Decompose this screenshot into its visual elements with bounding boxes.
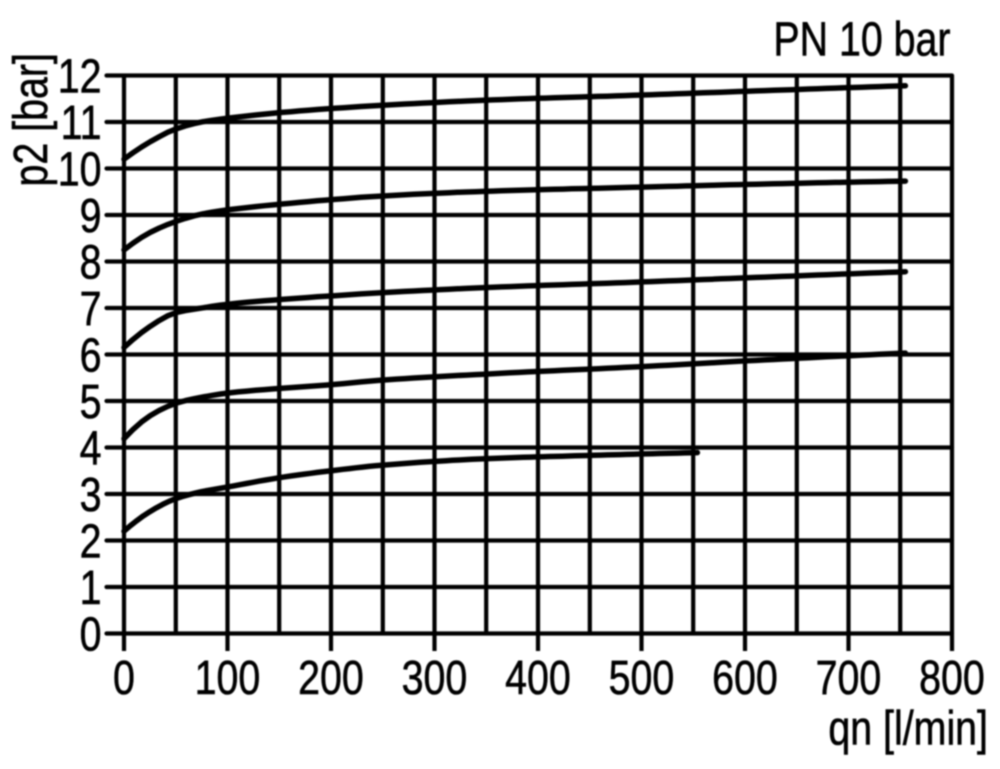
svg-text:500: 500	[609, 651, 675, 705]
svg-text:PN 10 bar: PN 10 bar	[773, 13, 950, 67]
svg-text:200: 200	[298, 651, 364, 705]
svg-text:0: 0	[113, 651, 135, 705]
svg-text:700: 700	[816, 651, 882, 705]
svg-text:10: 10	[58, 143, 102, 197]
svg-text:11: 11	[61, 96, 102, 150]
svg-text:6: 6	[80, 329, 102, 383]
svg-text:qn [l/min]: qn [l/min]	[828, 702, 988, 756]
svg-text:300: 300	[402, 651, 468, 705]
svg-text:8: 8	[80, 236, 102, 290]
svg-text:p2 [bar]: p2 [bar]	[4, 53, 58, 186]
svg-text:2: 2	[80, 515, 102, 569]
svg-text:400: 400	[505, 651, 571, 705]
svg-text:5: 5	[80, 375, 102, 429]
svg-text:12: 12	[58, 50, 102, 104]
svg-text:800: 800	[919, 651, 985, 705]
svg-text:100: 100	[195, 651, 261, 705]
svg-text:600: 600	[712, 651, 778, 705]
svg-text:3: 3	[80, 468, 102, 522]
svg-text:0: 0	[80, 608, 102, 662]
svg-text:1: 1	[80, 561, 102, 615]
svg-text:7: 7	[80, 282, 102, 336]
svg-text:9: 9	[80, 189, 102, 243]
svg-text:4: 4	[80, 422, 102, 476]
